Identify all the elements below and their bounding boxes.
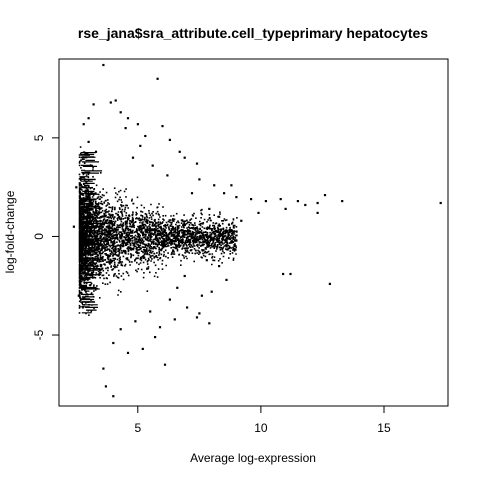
dense-point-cloud	[79, 146, 238, 316]
data-point	[93, 103, 95, 105]
data-point	[120, 111, 122, 113]
data-point	[285, 208, 287, 210]
data-point	[297, 200, 299, 202]
data-point	[282, 273, 284, 275]
y-axis-label: log-fold-change	[3, 190, 17, 273]
data-point	[110, 101, 112, 103]
data-point	[179, 151, 181, 153]
data-point	[198, 312, 200, 314]
data-point	[159, 326, 161, 328]
data-point	[235, 196, 237, 198]
data-point	[196, 316, 198, 318]
data-point	[191, 192, 193, 194]
data-point	[230, 184, 232, 186]
data-point	[184, 157, 186, 159]
y-tick-label: 5	[32, 134, 46, 141]
data-point	[73, 226, 75, 228]
data-point	[157, 78, 159, 80]
data-point	[88, 141, 90, 143]
y-tick-label: 0	[32, 233, 46, 240]
data-point	[213, 184, 215, 186]
data-point	[169, 139, 171, 141]
data-point	[184, 275, 186, 277]
data-point	[235, 239, 237, 241]
y-axis: -5 0 5	[32, 134, 59, 340]
data-point	[324, 194, 326, 196]
data-point	[75, 186, 77, 188]
data-point	[149, 310, 151, 312]
data-point	[257, 212, 259, 214]
data-point	[206, 259, 208, 261]
x-axis-label: Average log-expression	[190, 451, 316, 465]
data-point	[112, 342, 114, 344]
data-point	[341, 200, 343, 202]
data-point	[223, 192, 225, 194]
data-point	[225, 245, 227, 247]
data-point	[225, 279, 227, 281]
data-point	[83, 123, 85, 125]
data-point	[198, 178, 200, 180]
data-point	[102, 368, 104, 370]
data-point	[161, 125, 163, 127]
data-point	[125, 127, 127, 129]
data-point	[137, 123, 139, 125]
x-tick-label: 15	[377, 421, 391, 435]
data-point	[95, 151, 97, 153]
data-point	[105, 385, 107, 387]
data-point	[152, 165, 154, 167]
data-point	[186, 306, 188, 308]
data-point	[169, 299, 171, 301]
data-point	[166, 174, 168, 176]
data-point	[440, 202, 442, 204]
data-point	[228, 224, 230, 226]
data-point	[211, 291, 213, 293]
data-point	[208, 322, 210, 324]
data-point	[134, 320, 136, 322]
data-point	[280, 198, 282, 200]
data-point	[132, 157, 134, 159]
data-point	[127, 117, 129, 119]
data-point	[127, 352, 129, 354]
data-point	[240, 220, 242, 222]
data-point	[201, 295, 203, 297]
data-point	[317, 212, 319, 214]
x-axis: 5 10 15	[134, 406, 391, 435]
x-tick-label: 5	[134, 421, 141, 435]
data-point	[115, 99, 117, 101]
data-point	[144, 135, 146, 137]
data-point	[250, 198, 252, 200]
data-point	[112, 395, 114, 397]
data-point	[139, 145, 141, 147]
x-tick-label: 10	[254, 421, 268, 435]
data-point	[265, 200, 267, 202]
data-point	[164, 364, 166, 366]
chart-title: rse_jana$sra_attribute.cell_typeprimary …	[78, 25, 428, 41]
data-point	[196, 163, 198, 165]
data-point	[154, 336, 156, 338]
data-point	[174, 318, 176, 320]
y-tick-label: -5	[32, 329, 46, 340]
data-point	[304, 204, 306, 206]
data-point	[78, 295, 80, 297]
data-point	[218, 216, 220, 218]
data-point	[176, 287, 178, 289]
data-point	[88, 117, 90, 119]
data-point	[218, 265, 220, 267]
data-point	[102, 64, 104, 66]
points-layer	[73, 64, 442, 397]
data-point	[208, 208, 210, 210]
data-point	[120, 328, 122, 330]
data-point	[289, 273, 291, 275]
data-point	[329, 283, 331, 285]
data-point	[317, 202, 319, 204]
data-point	[142, 348, 144, 350]
